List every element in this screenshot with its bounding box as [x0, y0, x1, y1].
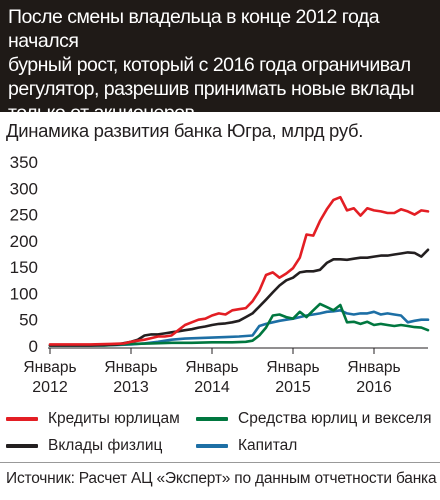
legend-label-deposits: Вклады физлиц [48, 437, 163, 454]
x-tick-label-month: Январь [185, 359, 238, 376]
legend-item-loans: Кредиты юрлицам [6, 410, 180, 428]
x-tick-label-month: Январь [347, 359, 400, 376]
legend-swatch-corporate-funds [196, 416, 228, 421]
legend-label-loans: Кредиты юрлицам [48, 410, 180, 427]
source-note: Источник: Расчет АЦ «Эксперт» по данным … [0, 462, 440, 500]
x-tick-label-year: 2016 [356, 379, 392, 396]
y-tick-label: 0 [29, 337, 38, 356]
y-tick-label: 300 [10, 179, 38, 198]
x-tick-label-month: Январь [23, 359, 76, 376]
legend-item-deposits: Вклады физлиц [6, 437, 162, 455]
x-tick-label-month: Январь [104, 359, 157, 376]
y-tick-label: 250 [10, 206, 38, 225]
y-tick-label: 350 [10, 153, 38, 172]
legend-label-capital: Капитал [238, 437, 298, 454]
line-chart: 0 50 100 150 200 250 300 350 Январь 2012 Январь 201… [10, 153, 430, 396]
legend-swatch-deposits [6, 443, 38, 448]
y-tick-label: 150 [10, 258, 38, 277]
series-line-loans [48, 195, 430, 346]
series-line-deposits [48, 248, 430, 347]
legend-swatch-capital [196, 443, 228, 448]
series-line-corporate-funds [48, 302, 430, 347]
y-tick-label: 100 [10, 284, 38, 303]
legend: Кредиты юрлицам Вклады физлиц Средства ю… [0, 402, 440, 462]
x-tick-label-month: Январь [266, 359, 319, 376]
y-tick-label: 50 [19, 311, 38, 330]
legend-swatch-loans [6, 416, 38, 421]
legend-item-capital: Капитал [196, 437, 297, 455]
x-tick-label-year: 2015 [275, 379, 311, 396]
x-tick-label-year: 2014 [194, 379, 230, 396]
chart-title: Динамика развития банка Югра, млрд руб. [6, 120, 364, 141]
x-tick-label-year: 2012 [32, 379, 68, 396]
x-tick-label-year: 2013 [113, 379, 149, 396]
legend-item-corporate-funds: Средства юрлиц и векселя [196, 410, 431, 428]
y-tick-label: 200 [10, 232, 38, 251]
headline-banner: После смены владельца в конце 2012 года … [0, 0, 440, 112]
series-line-capital [48, 309, 430, 347]
legend-label-corporate-funds: Средства юрлиц и векселя [238, 410, 432, 427]
